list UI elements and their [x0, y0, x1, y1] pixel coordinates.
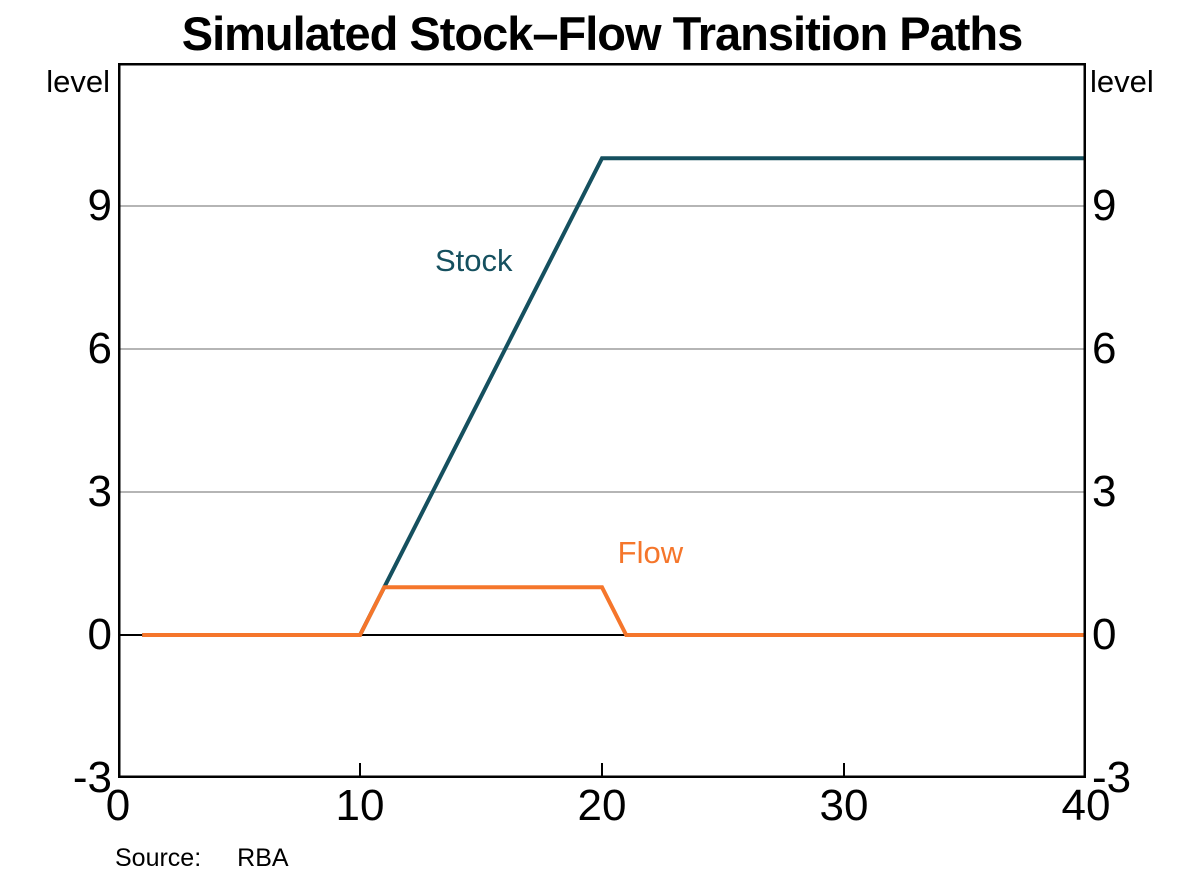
y-tick-label-right: 6 — [1092, 324, 1117, 373]
y-tick-label-left: 6 — [87, 324, 112, 373]
source-label: Source: — [115, 844, 202, 872]
y-tick-label-left: 3 — [87, 467, 112, 516]
series-label-flow: Flow — [617, 535, 684, 570]
source-line: Source: RBA — [115, 844, 289, 873]
series-line-stock — [142, 156, 1086, 637]
y-tick-label-right: 9 — [1092, 181, 1117, 230]
series-label-stock: Stock — [434, 242, 513, 278]
y-tick-label-left: 0 — [87, 610, 112, 659]
x-tick-label: 30 — [819, 781, 869, 830]
x-tick-label: 0 — [105, 781, 131, 830]
y-axis-unit-left: level — [46, 64, 110, 99]
y-tick-label-right: -3 — [1092, 753, 1132, 802]
y-tick-label-right: 3 — [1092, 467, 1117, 516]
y-tick-label-left: -3 — [72, 753, 112, 802]
x-tick-label: 40 — [1061, 781, 1111, 830]
source-value: RBA — [237, 844, 289, 872]
plot-border — [118, 63, 1086, 778]
plot-area — [118, 63, 1086, 778]
x-tick-label: 10 — [335, 781, 385, 830]
y-tick-label-left: 9 — [87, 181, 112, 230]
chart-title: Simulated Stock–Flow Transition Paths — [181, 7, 1024, 60]
x-tick-label: 20 — [577, 781, 627, 830]
y-tick-label-right: 0 — [1092, 610, 1117, 659]
series-line-flow — [142, 585, 1086, 637]
y-axis-unit-right: level — [1090, 64, 1154, 99]
